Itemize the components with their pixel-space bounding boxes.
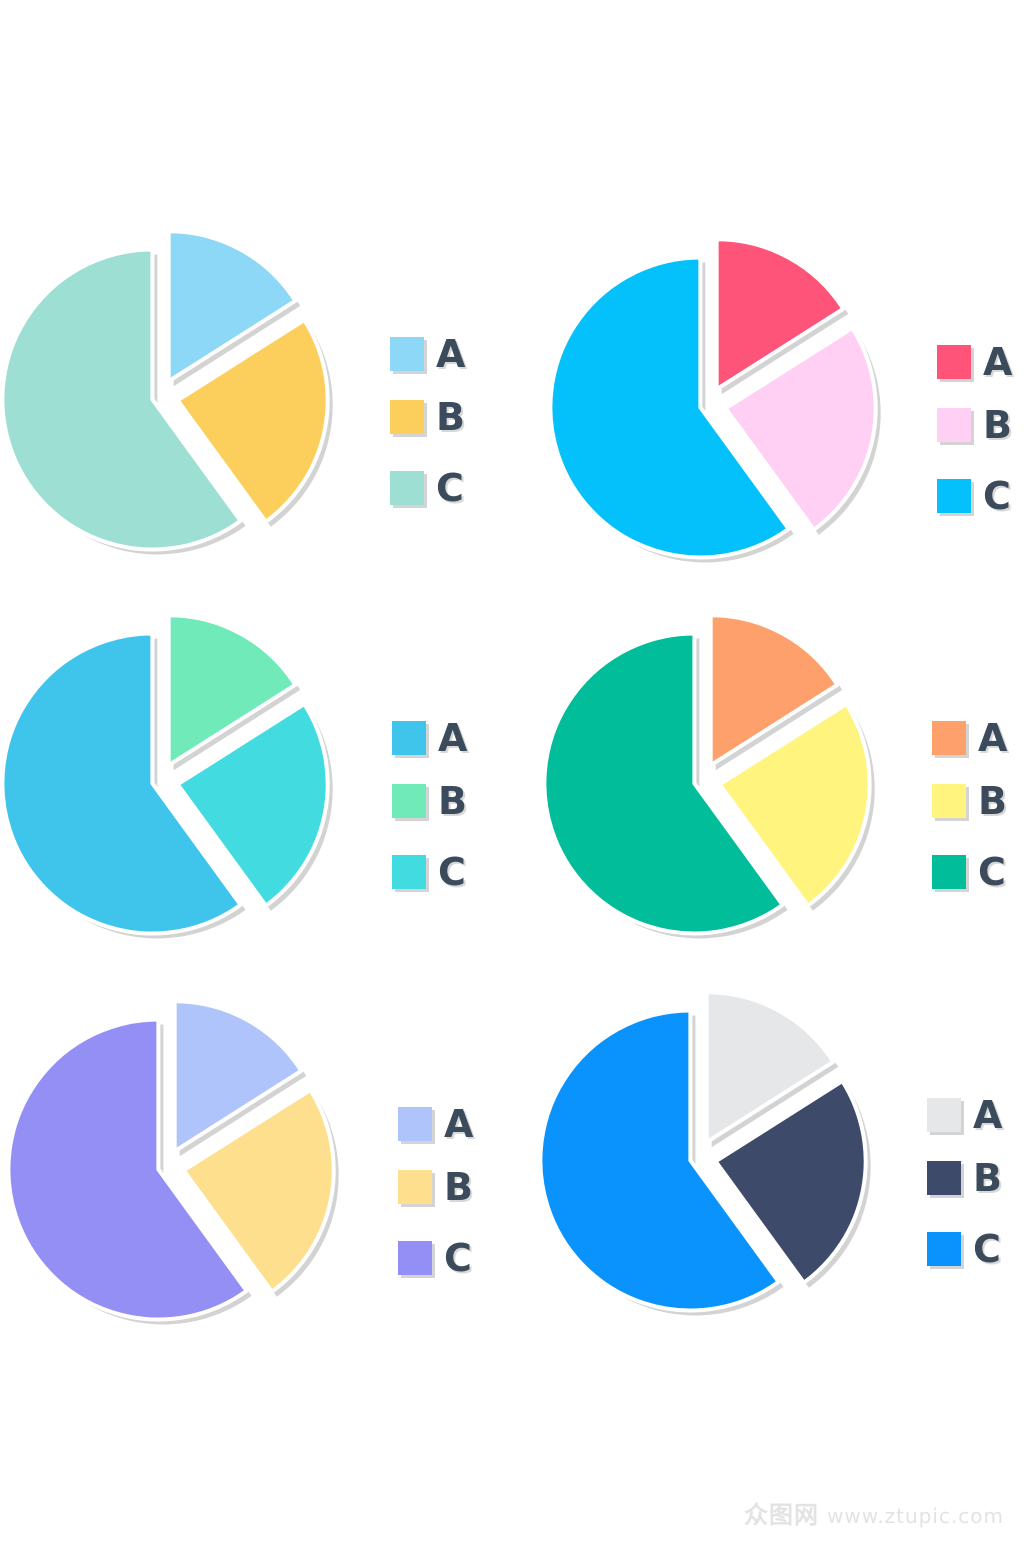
legend-label: B (973, 1156, 1002, 1200)
legend-label: C (973, 1227, 1001, 1271)
legend-label: A (978, 716, 1008, 760)
legend-swatch (390, 471, 424, 505)
legend-swatch (398, 1241, 432, 1275)
pie-slice-b (723, 325, 878, 532)
legend-swatch (927, 1232, 961, 1266)
pie-svg (538, 990, 871, 1316)
legend-label: B (978, 779, 1007, 823)
pie-slice-b (713, 1078, 868, 1285)
legend-item-b: B (937, 403, 1024, 447)
legend-item-c: C (398, 1236, 508, 1280)
legend-item-b: B (392, 779, 502, 823)
pie-svg (0, 613, 333, 939)
legend-label: A (983, 340, 1013, 384)
legend-label: A (436, 332, 466, 376)
legend-swatch (390, 400, 424, 434)
pie-slice-c (6, 1017, 249, 1322)
pie-slice-b (175, 317, 330, 524)
legend-item-c: C (392, 850, 502, 894)
pie-slice-b (175, 701, 330, 908)
legend-swatch (932, 721, 966, 755)
legend-swatch (390, 337, 424, 371)
legend-swatch (398, 1170, 432, 1204)
legend-swatch (392, 855, 426, 889)
legend-item-c: C (390, 466, 500, 510)
legend-swatch (927, 1098, 961, 1132)
legend-item-b: B (390, 395, 500, 439)
legend-item-b: B (932, 779, 1024, 823)
pie-slice-b (181, 1087, 336, 1294)
legend-swatch (398, 1107, 432, 1141)
legend-label: B (444, 1165, 473, 1209)
legend-item-a: A (937, 340, 1024, 384)
legend-item-c: C (937, 474, 1024, 518)
legend-label: C (978, 850, 1006, 894)
legend-label: C (444, 1236, 472, 1280)
pie-slice-a (172, 999, 304, 1154)
pie-svg (548, 237, 881, 563)
pie-slice-a (714, 237, 846, 392)
pie-slice-b (717, 701, 872, 908)
legend-swatch (392, 721, 426, 755)
pie-slice-c (538, 1008, 781, 1313)
legend-label: A (973, 1093, 1003, 1137)
legend-label: A (444, 1102, 474, 1146)
legend-item-a: A (390, 332, 500, 376)
legend-swatch (932, 855, 966, 889)
legend-label: C (436, 466, 464, 510)
pie-svg (0, 229, 333, 555)
legend-swatch (927, 1161, 961, 1195)
pie-slice-a (166, 613, 298, 768)
pie-slice-a (708, 613, 840, 768)
pie-slice-c (548, 255, 791, 560)
legend-label: C (983, 474, 1011, 518)
legend-swatch (932, 784, 966, 818)
legend-item-b: B (398, 1165, 508, 1209)
watermark-url: www.ztupic.com (827, 1504, 1004, 1528)
legend-swatch (937, 408, 971, 442)
legend-swatch (937, 479, 971, 513)
legend-label: B (436, 395, 465, 439)
pie-svg (542, 613, 875, 939)
legend-label: B (438, 779, 467, 823)
legend-swatch (392, 784, 426, 818)
legend-item-a: A (392, 716, 502, 760)
legend-item-a: A (932, 716, 1024, 760)
pie-svg (6, 999, 339, 1325)
pie-slice-a (166, 229, 298, 384)
pie-slice-c (0, 247, 243, 552)
pie-slice-c (542, 631, 785, 936)
pie-slice-a (704, 990, 836, 1145)
legend-label: C (438, 850, 466, 894)
legend-item-a: A (927, 1093, 1024, 1137)
legend-swatch (937, 345, 971, 379)
legend-item-a: A (398, 1102, 508, 1146)
legend-item-c: C (927, 1227, 1024, 1271)
legend-label: A (438, 716, 468, 760)
legend-item-b: B (927, 1156, 1024, 1200)
watermark: 众图网 www.ztupic.com (744, 1495, 1004, 1530)
legend-label: B (983, 403, 1012, 447)
legend-item-c: C (932, 850, 1024, 894)
pie-slice-c (0, 631, 243, 936)
watermark-brand: 众图网 (744, 1501, 820, 1529)
